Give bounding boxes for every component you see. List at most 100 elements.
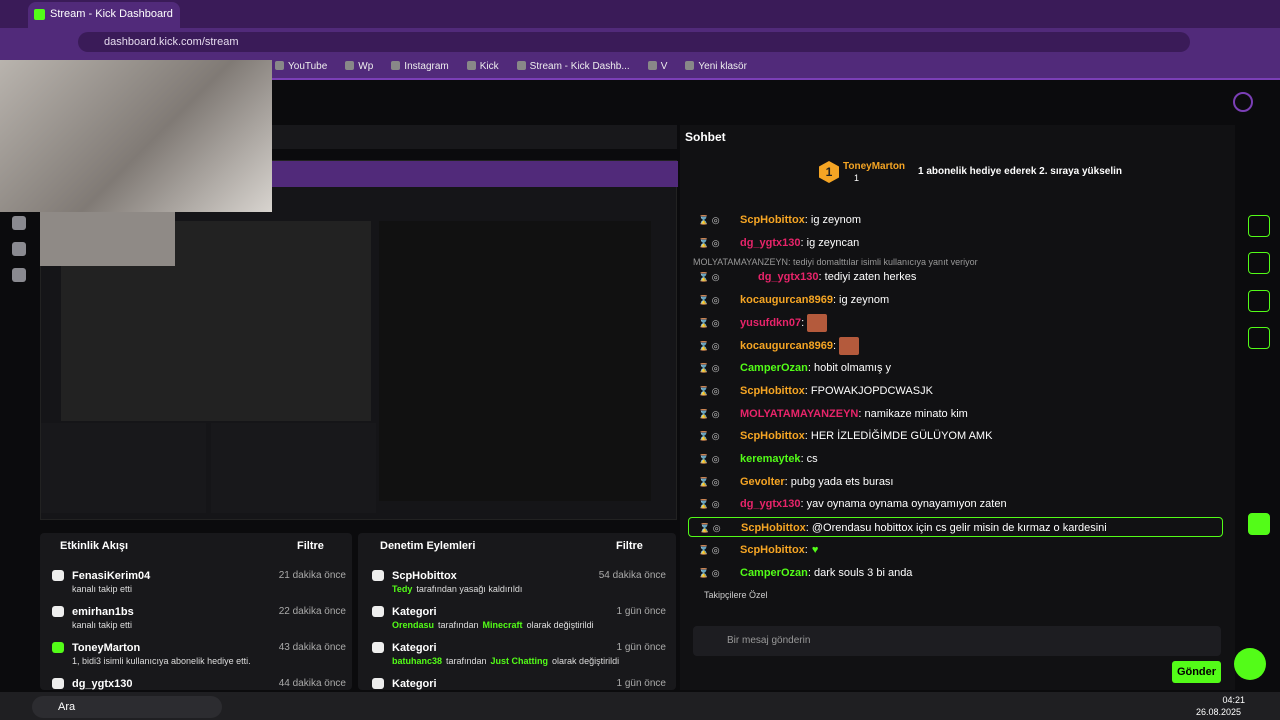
username[interactable]: dg_ygtx130 <box>758 271 819 284</box>
item-time: 54 dakika önce <box>598 570 666 581</box>
username[interactable]: dg_ygtx130 <box>740 236 801 249</box>
item-sub: Orendasu tarafından Minecraft olarak değişt… <box>392 620 598 630</box>
side-icon[interactable] <box>12 242 26 256</box>
avatar[interactable] <box>1233 92 1253 112</box>
message-text: : ig zeynom <box>832 294 890 307</box>
chat-message: keremaytek: cs <box>698 449 818 469</box>
username[interactable]: MOLYATAMAYANZEYN <box>740 407 859 420</box>
address-bar[interactable]: dashboard.kick.com/stream <box>78 32 1190 52</box>
leader-rank: 1 <box>819 161 839 183</box>
username[interactable]: CamperOzan <box>740 362 808 375</box>
message-text: : cs <box>800 453 818 465</box>
item-time: 21 dakika önce <box>278 570 346 581</box>
item-name[interactable]: emirhan1bs <box>72 606 134 618</box>
item-time: 44 dakika önce <box>278 678 346 689</box>
search-box[interactable]: Ara <box>32 696 222 718</box>
sub-part: olarak değiştirildi <box>552 656 620 666</box>
message-text: : HER İZLEDİĞİMDE GÜLÜYOM AMK <box>804 430 993 443</box>
side-icon[interactable] <box>12 268 26 282</box>
message-text: : namikaze minato kim <box>858 407 968 420</box>
item-name[interactable]: Kategori <box>392 678 437 690</box>
username[interactable]: CamperOzan <box>740 566 808 579</box>
item-name[interactable]: ScpHobittox <box>392 570 457 582</box>
sub-part: tarafından <box>446 656 487 666</box>
chat-message: MOLYATAMAYANZEYN: namikaze minato kim <box>698 404 968 424</box>
item-icon <box>372 606 384 617</box>
item-time: 22 dakika önce <box>278 606 346 617</box>
bookmark[interactable]: Yeni klasör <box>685 61 747 78</box>
bookmark[interactable]: Kick <box>467 61 499 78</box>
chat-message: Gevolter: pubg yada ets burası <box>698 472 894 492</box>
right-tool[interactable] <box>1248 290 1270 312</box>
stream-header <box>272 125 677 149</box>
message-text: : ig zeyncan <box>800 236 860 249</box>
message-text: : ig zeynom <box>804 214 862 226</box>
side-icon[interactable] <box>12 216 26 230</box>
bookmark[interactable]: V <box>648 61 668 78</box>
bookmark[interactable]: Wp <box>345 61 373 78</box>
message-text: : tediyi zaten herkes <box>818 271 917 284</box>
item-time: 1 gün önce <box>616 678 667 689</box>
item-name[interactable]: dg_ygtx130 <box>72 678 133 690</box>
chat-input[interactable] <box>693 626 1221 656</box>
browser-tab[interactable]: Stream - Kick Dashboard <box>28 2 180 28</box>
leader-message: 1 abonelik hediye ederek 2. sıraya yükse… <box>918 166 1122 177</box>
right-tool[interactable] <box>1248 215 1270 237</box>
activity-filter[interactable]: Filtre <box>297 540 324 552</box>
bookmark[interactable]: Stream - Kick Dashb... <box>517 61 630 78</box>
sub-part: tarafından <box>438 620 479 630</box>
nested-moderation <box>211 423 376 513</box>
item-name[interactable]: FenasiKerim04 <box>72 570 151 582</box>
help-button[interactable] <box>1234 648 1266 680</box>
heart-emote: ♥ <box>811 543 819 556</box>
send-button[interactable]: Gönder <box>1172 661 1221 683</box>
chat-message: dg_ygtx130: yav oynama oynama oynayamıyo… <box>698 494 1007 514</box>
item-time: 43 dakika önce <box>278 642 346 653</box>
bookmark[interactable]: YouTube <box>275 61 327 78</box>
moderation-filter[interactable]: Filtre <box>616 540 643 552</box>
activity-panel <box>40 533 352 690</box>
item-sub: kanalı takip etti <box>72 620 133 630</box>
sub-part: tarafından yasağı kaldırıldı <box>416 584 523 594</box>
chat-title: Sohbet <box>685 130 726 144</box>
username[interactable]: yusufdkn07 <box>740 316 802 329</box>
username[interactable]: kocaugurcan8969 <box>740 294 833 307</box>
bookmark[interactable]: Instagram <box>391 61 448 78</box>
right-tool[interactable] <box>1248 252 1270 274</box>
chat-message: ScpHobittox:♥ <box>698 540 818 560</box>
username[interactable]: ScpHobittox <box>740 543 805 556</box>
right-tool[interactable] <box>1248 327 1270 349</box>
message-text: : hobit olmamış y <box>807 362 891 375</box>
emote-label: Takipçilere Özel <box>704 590 768 600</box>
message-text: : @Orendasu hobittox için cs gelir misin… <box>805 522 1107 535</box>
message-text: : <box>804 543 808 556</box>
chat-message: ScpHobittox: HER İZLEDİĞİMDE GÜLÜYOM AMK <box>698 426 992 446</box>
chat-message: ScpHobittox: ig zeynom <box>698 210 861 230</box>
chat-message: dg_ygtx130: tediyi zaten herkes <box>698 267 916 287</box>
username[interactable]: ScpHobittox <box>740 384 805 397</box>
chat-message: kocaugurcan8969: ig zeynom <box>698 290 889 310</box>
item-sub: kanalı takip etti <box>72 584 133 594</box>
item-name[interactable]: ToneyMarton <box>72 642 141 654</box>
item-name[interactable]: Kategori <box>392 606 437 618</box>
username[interactable]: kocaugurcan8969 <box>740 339 833 352</box>
item-icon <box>372 678 384 689</box>
username[interactable]: ScpHobittox <box>741 522 806 535</box>
item-sub: batuhanc38 tarafından Just Chatting olarak … <box>392 656 623 666</box>
username[interactable]: ScpHobittox <box>740 214 805 226</box>
sub-part: Orendasu <box>392 620 435 630</box>
webcam-overlay <box>0 60 272 212</box>
username[interactable]: dg_ygtx130 <box>740 498 801 511</box>
username[interactable]: ScpHobittox <box>740 430 805 443</box>
username[interactable]: Gevolter <box>740 475 785 488</box>
leader-name: ToneyMarton <box>843 161 906 172</box>
item-icon <box>372 642 384 653</box>
right-tool[interactable] <box>1248 513 1270 535</box>
moderation-title: Denetim Eylemleri <box>380 540 476 552</box>
item-name[interactable]: Kategori <box>392 642 437 654</box>
message-text: : <box>832 339 836 352</box>
username[interactable]: keremaytek <box>740 453 801 465</box>
chat-message: yusufdkn07: <box>698 313 828 333</box>
input-placeholder: Bir mesaj gönderin <box>727 635 811 646</box>
